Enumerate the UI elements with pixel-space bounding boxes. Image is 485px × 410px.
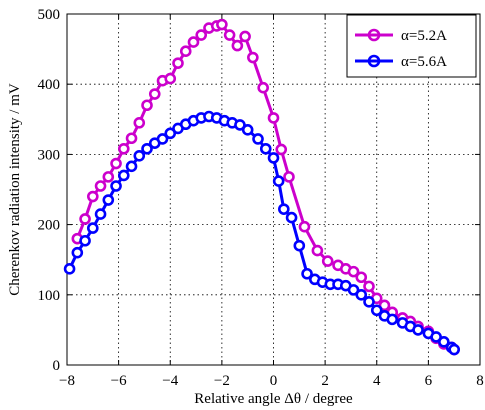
series-2-point	[293, 239, 306, 252]
series-2-point	[355, 288, 368, 301]
series-1-point	[79, 213, 91, 225]
series-2-point	[94, 208, 107, 220]
series-2-point	[363, 296, 375, 308]
series-2-point	[412, 324, 424, 336]
x-tick-label: −4	[162, 373, 178, 389]
series-1-point	[231, 39, 244, 52]
series-1-point	[87, 190, 99, 203]
legend-marker-series-2	[367, 54, 381, 68]
series-2-point	[267, 152, 280, 164]
series-1-point	[187, 36, 200, 48]
series-2-point	[133, 150, 146, 162]
series-2-point	[285, 211, 298, 224]
x-axis-title: Relative angle Δθ / degree	[194, 391, 353, 407]
series-1-point	[355, 271, 368, 284]
series-1-point	[347, 265, 360, 278]
series-1-point	[102, 171, 115, 183]
series-2-point	[87, 222, 99, 234]
legend: α=5.2A α=5.6A	[346, 14, 477, 78]
series-2-point	[259, 142, 272, 155]
x-tick-label: 0	[270, 373, 278, 389]
series-2-point	[71, 246, 84, 259]
series-2-point	[430, 331, 442, 343]
series-2-point	[110, 180, 122, 192]
series-1-point	[267, 112, 280, 124]
series-2-point	[301, 267, 313, 280]
x-tick-label: −8	[59, 373, 75, 389]
series-1-point	[247, 51, 259, 64]
x-tick-label: 6	[425, 373, 433, 389]
series-1-point	[298, 220, 311, 233]
legend-box	[346, 14, 477, 78]
series-2-point	[125, 160, 138, 173]
series-2-point	[347, 284, 360, 296]
x-tick-label: 8	[476, 373, 484, 389]
x-tick-labels: −8 −6 −4 −2 0 2 4 6 8	[59, 373, 484, 389]
series-1-point	[164, 72, 177, 85]
series-1-point	[223, 29, 236, 41]
series-2-point	[272, 175, 285, 187]
legend-label-series-1: α=5.2A	[401, 28, 447, 44]
y-tick-label: 200	[38, 218, 61, 234]
series-1-point	[125, 132, 138, 145]
y-tick-label: 500	[38, 7, 61, 23]
series-1-point	[311, 244, 324, 257]
legend-label-series-2: α=5.6A	[401, 54, 447, 70]
series-2	[63, 110, 460, 356]
x-tick-label: −6	[111, 373, 127, 389]
series-2-point	[278, 203, 290, 215]
series-1-point	[363, 280, 375, 293]
y-tick-labels: 0 100 200 300 400 500	[38, 7, 61, 374]
series-1-point	[179, 45, 192, 58]
series-1-point	[216, 18, 228, 31]
series-2-point	[164, 127, 177, 140]
series-2-point	[102, 194, 115, 206]
series-2-point	[448, 343, 460, 356]
legend-marker-series-1	[367, 28, 381, 42]
series-1-point	[239, 30, 251, 43]
series-1-point	[257, 81, 269, 94]
series-1-point	[283, 171, 295, 183]
series-1-point	[148, 88, 161, 100]
series-1-point	[378, 299, 391, 312]
series-2-point	[241, 124, 254, 136]
series-1-point	[195, 29, 208, 41]
x-tick-label: 2	[321, 373, 329, 389]
series-2-point	[79, 234, 91, 247]
axis-ticks	[66, 13, 481, 366]
series-1-point	[141, 99, 153, 112]
series-2-point	[117, 169, 130, 182]
series-2-point	[156, 133, 169, 145]
series-1-point	[172, 57, 184, 69]
y-axis-title: Cherenkov radiation intensity / mV	[7, 83, 23, 296]
y-tick-label: 300	[38, 147, 61, 163]
series-2-point	[438, 336, 450, 348]
series-2-point	[386, 313, 399, 326]
x-tick-label: −2	[214, 373, 230, 389]
series-1-point	[110, 157, 122, 170]
y-tick-label: 100	[38, 288, 61, 304]
series-2-point	[234, 119, 246, 131]
series-1-point	[94, 180, 107, 192]
y-tick-label: 0	[53, 358, 61, 374]
series-2-point	[252, 133, 264, 145]
series-layer	[63, 18, 460, 356]
series-2-point	[370, 304, 383, 317]
series-1-point	[133, 117, 146, 129]
series-2-point	[63, 263, 76, 275]
y-tick-label: 400	[38, 77, 61, 93]
series-2-point	[141, 142, 153, 155]
series-1-point	[321, 255, 334, 267]
x-tick-label: 4	[373, 373, 381, 389]
series-1-point	[117, 142, 130, 155]
series-1-point	[275, 143, 288, 156]
